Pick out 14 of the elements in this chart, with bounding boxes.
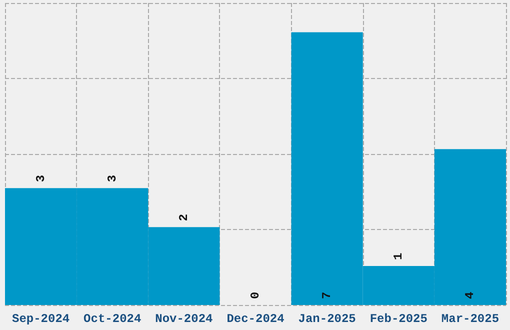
- x-tick-label: Mar-2025: [441, 312, 500, 326]
- x-tick-label: Oct-2024: [84, 312, 142, 326]
- x-tick-label: Jan-2025: [298, 312, 356, 326]
- x-tick-label: Dec-2024: [226, 312, 284, 326]
- data-label: 2: [176, 214, 191, 222]
- x-tick-label: Feb-2025: [370, 312, 428, 326]
- data-label: 3: [34, 174, 48, 182]
- data-label: 0: [248, 292, 262, 299]
- x-tick-label: Nov-2024: [155, 312, 213, 326]
- data-label: 4: [463, 292, 478, 299]
- data-label: 3: [105, 174, 120, 182]
- data-label: 1: [392, 252, 406, 260]
- data-label: 7: [320, 292, 334, 299]
- x-tick-label: Sep-2024: [12, 312, 70, 326]
